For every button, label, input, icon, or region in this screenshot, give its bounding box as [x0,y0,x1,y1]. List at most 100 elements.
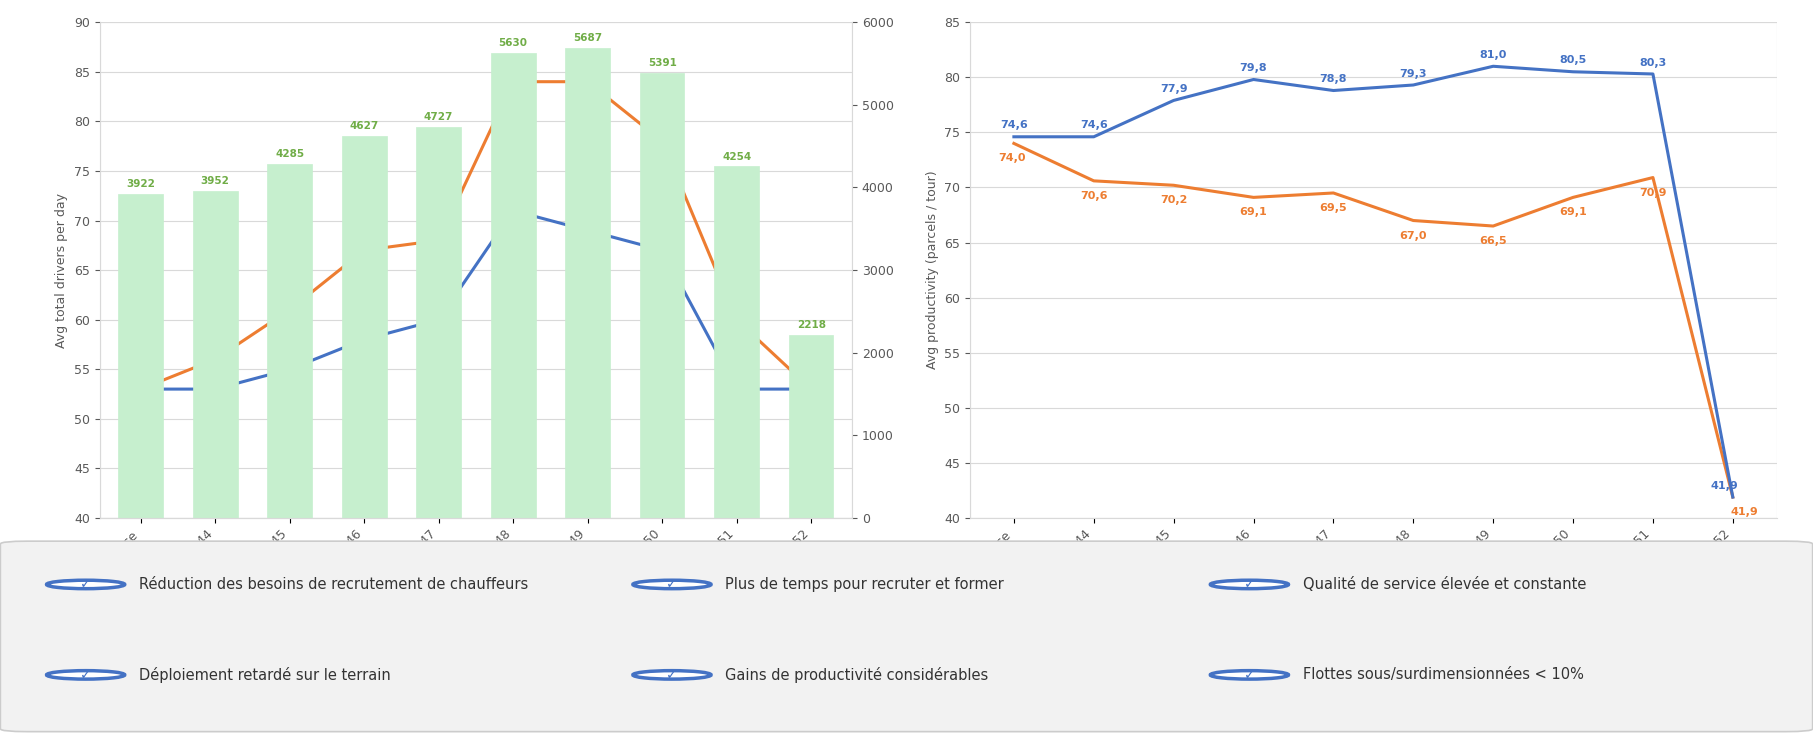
Text: 71: 71 [506,218,520,229]
Text: Plus de temps pour recruter et former: Plus de temps pour recruter et former [725,577,1004,592]
Kardinal plan [577,226,598,235]
Text: 67,0: 67,0 [1400,231,1427,240]
Kardinal plan [651,246,673,255]
Initial plan [1403,216,1425,225]
Text: 60: 60 [431,328,446,337]
Text: 84: 84 [580,64,595,74]
Text: 68: 68 [431,223,446,232]
Text: 53: 53 [207,397,223,407]
Kardinal plan [279,365,301,374]
Text: 70,6: 70,6 [1081,191,1108,201]
Text: 5687: 5687 [573,33,602,43]
Line: Initial plan: Initial plan [1013,144,1733,497]
Text: 70,9: 70,9 [1639,188,1666,198]
Text: 69,1: 69,1 [1559,207,1586,218]
Text: 4285: 4285 [276,149,305,159]
Text: 4627: 4627 [350,121,379,131]
Text: 55: 55 [283,377,297,387]
Text: 84: 84 [506,64,520,74]
Initial plan [205,355,227,364]
Kardinal plan [1242,75,1264,84]
Initial plan [502,77,524,86]
Text: 60: 60 [729,302,745,312]
Text: Déploiement retardé sur le terrain: Déploiement retardé sur le terrain [140,667,390,683]
Initial plan [1563,193,1585,202]
Initial plan [1322,189,1343,198]
FancyBboxPatch shape [0,541,1813,732]
Text: ✓: ✓ [1244,668,1255,682]
Kardinal plan [1483,62,1505,71]
Text: 81,0: 81,0 [1479,50,1507,60]
Kardinal plan [1643,70,1664,78]
Initial plan [1162,181,1184,189]
Initial plan [1242,193,1264,202]
FancyBboxPatch shape [970,22,1777,518]
Bar [789,334,834,518]
Text: 78,8: 78,8 [1320,74,1347,84]
Line: Initial plan: Initial plan [141,81,810,389]
Text: 69,5: 69,5 [1320,203,1347,213]
Text: 3952: 3952 [201,176,230,186]
Text: 74,0: 74,0 [999,153,1026,164]
Circle shape [633,580,711,589]
Circle shape [633,670,711,679]
Text: 4254: 4254 [722,152,751,161]
Kardinal plan [428,315,450,324]
Text: ✓: ✓ [1244,577,1255,591]
Line: Kardinal plan: Kardinal plan [141,211,810,389]
Text: 69,1: 69,1 [1240,207,1267,218]
Text: 53: 53 [803,397,819,407]
Text: 66,5: 66,5 [1479,236,1507,246]
Bar [192,192,238,518]
Text: 58: 58 [357,348,372,357]
Text: 67: 67 [357,232,372,242]
Bar [491,53,535,518]
Text: 61: 61 [281,292,297,302]
Text: 67: 67 [654,258,671,268]
Text: 77,9: 77,9 [1160,84,1188,94]
Text: Gains de productivité considérables: Gains de productivité considérables [725,667,988,683]
Text: ✓: ✓ [665,668,678,682]
Text: 69: 69 [580,238,595,249]
Initial plan [577,77,598,86]
Kardinal plan [354,335,375,344]
Initial plan [131,385,152,394]
Kardinal plan [502,206,524,215]
Text: ✓: ✓ [80,577,91,591]
Text: 70,2: 70,2 [1160,195,1188,205]
Initial plan [651,137,673,146]
Bar [118,194,163,518]
Initial plan [1082,176,1104,185]
Line: Kardinal plan: Kardinal plan [1013,67,1733,497]
Kardinal plan [1082,132,1104,141]
Y-axis label: Avg productivity (parcels / tour): Avg productivity (parcels / tour) [926,171,939,369]
Initial plan [1643,173,1664,182]
Text: 80,5: 80,5 [1559,56,1586,65]
Text: Qualité de service élevée et constante: Qualité de service élevée et constante [1304,577,1586,592]
Text: 5630: 5630 [499,38,528,48]
Initial plan [354,246,375,255]
Circle shape [1211,580,1289,589]
Kardinal plan [800,385,821,394]
Text: Flottes sous/surdimensionnées < 10%: Flottes sous/surdimensionnées < 10% [1304,667,1583,682]
Text: 79,8: 79,8 [1240,63,1267,73]
Text: 53: 53 [132,397,149,407]
Text: 74,6: 74,6 [1001,121,1028,130]
Text: 4727: 4727 [424,112,453,122]
Text: 41,9: 41,9 [1711,481,1739,491]
Text: 53: 53 [729,397,745,407]
Circle shape [47,580,125,589]
Kardinal plan [1722,493,1744,502]
Kardinal plan [131,385,152,394]
Text: 80,3: 80,3 [1639,58,1666,67]
Circle shape [47,670,125,679]
Bar [417,127,461,518]
Initial plan [1483,221,1505,230]
Initial plan [279,306,301,314]
Text: 79,3: 79,3 [1400,69,1427,78]
Initial plan [800,385,821,394]
Text: 74,6: 74,6 [1081,121,1108,130]
Initial plan [1722,493,1744,502]
Initial plan [428,236,450,245]
Text: ✓: ✓ [665,577,678,591]
